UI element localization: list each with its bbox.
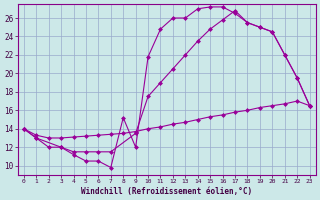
X-axis label: Windchill (Refroidissement éolien,°C): Windchill (Refroidissement éolien,°C) xyxy=(81,187,252,196)
